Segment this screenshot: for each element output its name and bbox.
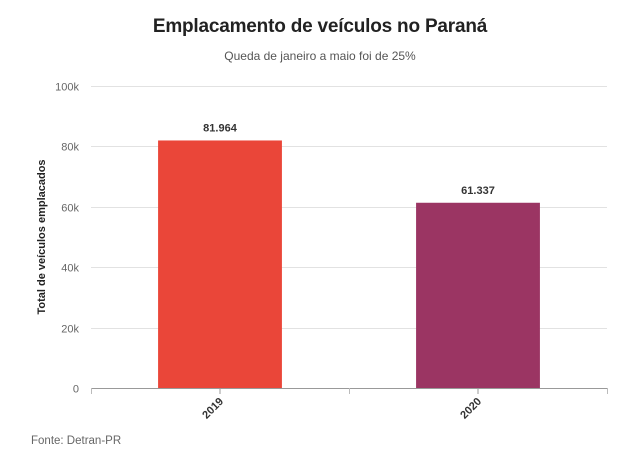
- y-tick-label: 100k: [55, 82, 79, 94]
- y-tick-label: 20k: [61, 324, 79, 336]
- y-tick-label: 80k: [61, 142, 79, 154]
- bars: [158, 140, 540, 388]
- value-labels: 81.964 61.337: [203, 122, 495, 196]
- chart-subtitle: Queda de janeiro a maio foi de 25%: [224, 49, 416, 63]
- y-axis-ticks: 0 20k 40k 60k 80k 100k: [55, 82, 79, 396]
- y-tick-label: 60k: [61, 203, 79, 215]
- source-note: Fonte: Detran-PR: [31, 435, 122, 447]
- y-axis-label: Total de veículos emplacados: [36, 159, 48, 314]
- y-tick-label: 40k: [61, 263, 79, 275]
- value-label: 61.337: [461, 185, 495, 197]
- value-label: 81.964: [203, 122, 238, 134]
- y-tick-label: 0: [73, 384, 79, 396]
- x-axis: [91, 388, 608, 394]
- x-tick-label: 2020: [458, 396, 484, 422]
- x-axis-ticks: 2019 2020: [200, 396, 484, 422]
- x-tick-label: 2019: [200, 396, 226, 422]
- chart-title: Emplacamento de veículos no Paraná: [152, 16, 488, 37]
- bar-2019: [158, 140, 282, 388]
- bar-2020: [416, 202, 540, 388]
